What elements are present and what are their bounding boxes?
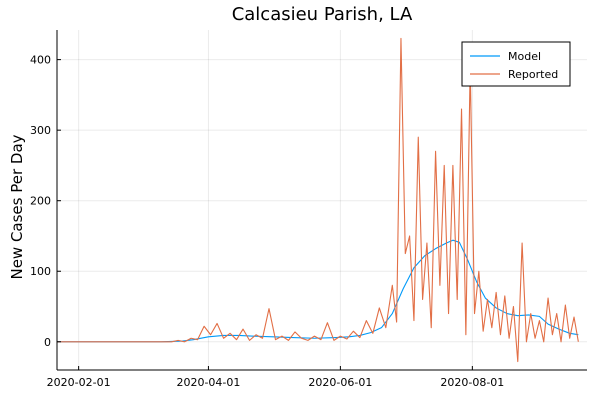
- legend-label-model: Model: [508, 50, 541, 63]
- y-tick-label: 200: [30, 195, 51, 208]
- legend-box: [461, 41, 571, 87]
- tick-labels: 2020-02-01 2020-04-01 2020-06-01 2020-08-01…: [30, 54, 504, 389]
- x-tick-label: 2020-04-01: [176, 376, 240, 389]
- x-tick-label: 2020-02-01: [47, 376, 111, 389]
- series-layer: [57, 37, 579, 363]
- legend-label-reported: Reported: [508, 68, 558, 81]
- y-tick-label: 300: [30, 124, 51, 137]
- series-line-reported: [57, 37, 579, 363]
- y-tick-label: 400: [30, 54, 51, 67]
- y-tick-label: 0: [44, 336, 51, 349]
- legend: Model Reported: [461, 41, 571, 87]
- axes: [56, 30, 587, 371]
- x-tick-label: 2020-06-01: [308, 376, 372, 389]
- y-axis-label: New Cases Per Day: [8, 134, 26, 279]
- x-tick-label: 2020-08-01: [440, 376, 504, 389]
- chart-title: Calcasieu Parish, LA: [232, 4, 413, 25]
- y-tick-label: 100: [30, 265, 51, 278]
